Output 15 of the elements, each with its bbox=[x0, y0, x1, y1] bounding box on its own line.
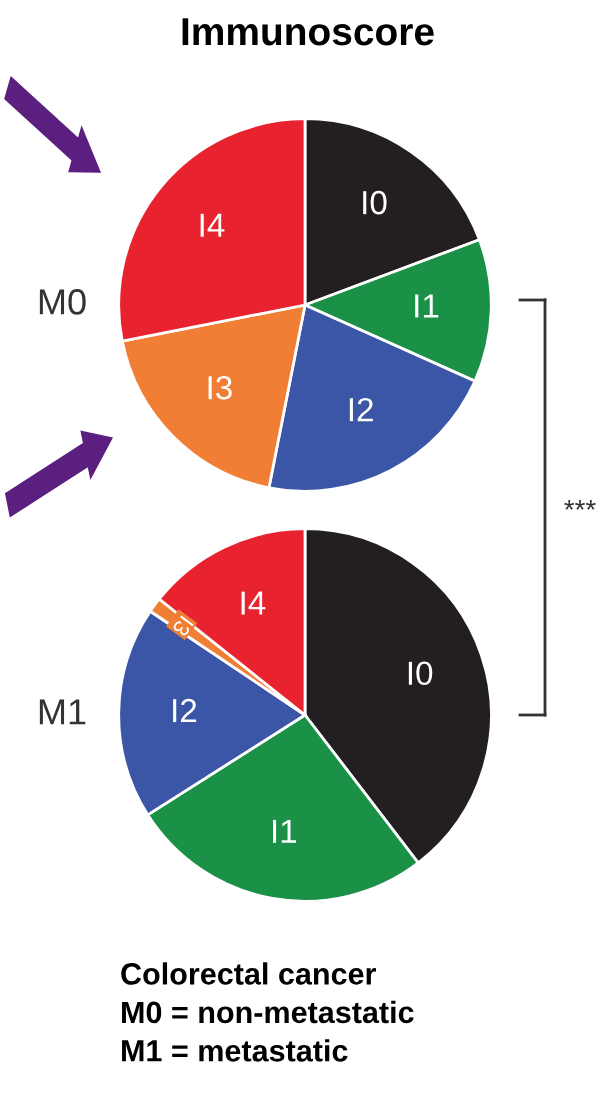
text: M1 bbox=[39, 699, 86, 725]
slice-label: I3 bbox=[208, 375, 232, 400]
slice-label: I0 bbox=[408, 661, 433, 686]
text: M0 bbox=[39, 289, 86, 315]
slice-label: I4 bbox=[200, 213, 225, 237]
slice-label: I2 bbox=[349, 397, 373, 422]
slice-label: I3 bbox=[172, 615, 194, 638]
slice-label: I1 bbox=[415, 294, 439, 318]
slice-label: I4 bbox=[241, 591, 266, 615]
text: Colorectal cancer M0 = non-metastatic M1 = metastatic bbox=[121, 962, 414, 1062]
chart-title: Immunoscore bbox=[182, 18, 434, 46]
slice-label: I0 bbox=[363, 190, 387, 215]
slice-label: I1 bbox=[272, 819, 297, 843]
slice-label: I2 bbox=[173, 698, 197, 723]
text: *** bbox=[564, 500, 596, 510]
